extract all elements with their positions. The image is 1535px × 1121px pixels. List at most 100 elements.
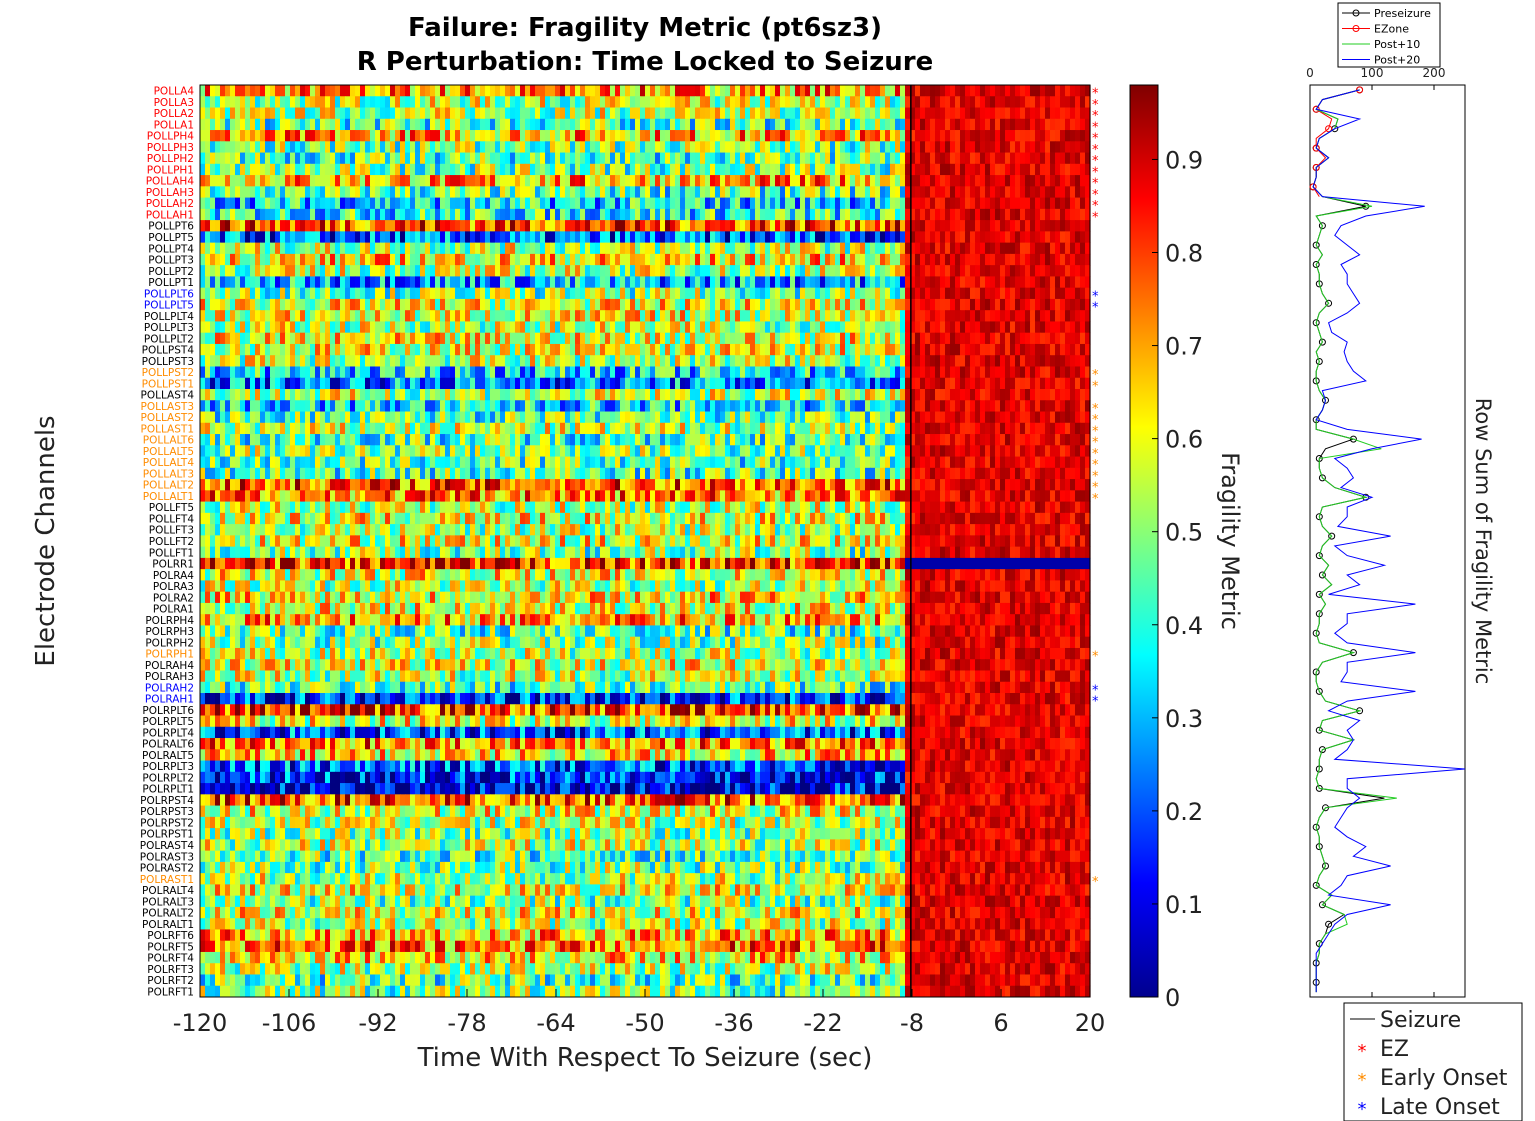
heatmap-cell bbox=[920, 197, 926, 210]
heatmap-cell bbox=[840, 265, 846, 277]
heatmap-cell bbox=[550, 85, 556, 97]
heatmap-cell bbox=[465, 186, 471, 198]
heatmap-cell bbox=[950, 298, 956, 311]
heatmap-cell bbox=[600, 310, 606, 322]
heatmap-cell bbox=[770, 377, 776, 390]
heatmap-cell bbox=[300, 130, 306, 142]
heatmap-cell bbox=[745, 231, 751, 244]
heatmap-cell bbox=[485, 220, 491, 232]
heatmap-cell bbox=[505, 152, 511, 165]
heatmap-cell bbox=[530, 96, 536, 108]
heatmap-cell bbox=[725, 141, 731, 153]
heatmap-cell bbox=[965, 253, 971, 266]
heatmap-cell bbox=[335, 377, 341, 390]
heatmap-cell bbox=[920, 332, 926, 345]
heatmap-cell bbox=[235, 321, 241, 334]
heatmap-cell bbox=[670, 343, 676, 356]
heatmap-cell bbox=[425, 355, 431, 367]
heatmap-cell bbox=[820, 130, 826, 142]
heatmap-cell bbox=[1055, 186, 1061, 198]
heatmap-cell bbox=[690, 332, 696, 345]
heatmap-cell bbox=[795, 287, 801, 300]
heatmap-cell bbox=[705, 152, 711, 165]
heatmap-cell bbox=[600, 276, 606, 289]
heatmap-cell bbox=[710, 107, 716, 120]
heatmap-cell bbox=[275, 186, 281, 198]
heatmap-cell bbox=[970, 231, 976, 244]
heatmap-cell bbox=[655, 220, 661, 232]
heatmap-cell bbox=[355, 310, 361, 322]
heatmap-cell bbox=[820, 152, 826, 165]
heatmap-cell bbox=[810, 96, 816, 108]
heatmap-cell bbox=[530, 332, 536, 345]
heatmap-cell bbox=[460, 163, 466, 176]
heatmap-cell bbox=[400, 163, 406, 176]
heatmap-cell bbox=[430, 321, 436, 334]
heatmap-cell bbox=[250, 197, 256, 210]
heatmap-cell bbox=[905, 310, 911, 322]
heatmap-cell bbox=[1015, 141, 1021, 153]
heatmap-cell bbox=[830, 163, 836, 176]
heatmap-cell bbox=[590, 220, 596, 232]
heatmap-cell bbox=[465, 265, 471, 277]
heatmap-cell bbox=[760, 310, 766, 322]
heatmap-cell bbox=[300, 310, 306, 322]
heatmap-cell bbox=[260, 366, 266, 379]
heatmap-cell bbox=[230, 355, 236, 367]
heatmap-cell bbox=[1080, 197, 1086, 210]
heatmap-cell bbox=[645, 253, 651, 266]
heatmap-cell bbox=[555, 321, 561, 334]
heatmap-cell bbox=[780, 377, 786, 390]
heatmap-cell bbox=[855, 276, 861, 289]
heatmap-cell bbox=[715, 298, 721, 311]
heatmap-cell bbox=[545, 276, 551, 289]
heatmap-cell bbox=[775, 321, 781, 334]
heatmap-cell bbox=[885, 366, 891, 379]
heatmap-cell bbox=[735, 130, 741, 142]
heatmap-cell bbox=[660, 208, 666, 221]
heatmap-cell bbox=[520, 163, 526, 176]
heatmap-cell bbox=[320, 332, 326, 345]
heatmap-cell bbox=[1045, 130, 1051, 142]
heatmap-cell bbox=[1070, 130, 1076, 142]
heatmap-cell bbox=[450, 231, 456, 244]
heatmap-cell bbox=[240, 310, 246, 322]
heatmap-cell bbox=[415, 85, 421, 97]
heatmap-cell bbox=[585, 175, 591, 187]
heatmap-cell bbox=[890, 118, 896, 131]
heatmap-cell bbox=[900, 377, 906, 390]
heatmap-cell bbox=[800, 152, 806, 165]
heatmap-cell bbox=[565, 85, 571, 97]
heatmap-cell bbox=[915, 107, 921, 120]
heatmap-cell bbox=[340, 85, 346, 97]
heatmap-cell bbox=[1000, 197, 1006, 210]
heatmap-cell bbox=[740, 343, 746, 356]
heatmap-cell bbox=[260, 208, 266, 221]
heatmap-cell bbox=[1015, 186, 1021, 198]
heatmap-cell bbox=[610, 220, 616, 232]
heatmap-cell bbox=[480, 298, 486, 311]
heatmap-cell bbox=[860, 231, 866, 244]
heatmap-cell bbox=[265, 355, 271, 367]
heatmap-cell bbox=[355, 186, 361, 198]
heatmap-cell bbox=[445, 85, 451, 97]
heatmap-cell bbox=[1060, 107, 1066, 120]
heatmap-cell bbox=[840, 220, 846, 232]
heatmap-cell bbox=[860, 107, 866, 120]
heatmap-cell bbox=[570, 141, 576, 153]
heatmap-cell bbox=[1080, 366, 1086, 379]
heatmap-cell bbox=[840, 321, 846, 334]
heatmap-cell bbox=[255, 231, 261, 244]
heatmap-cell bbox=[810, 366, 816, 379]
heatmap-cell bbox=[1025, 186, 1031, 198]
heatmap-cell bbox=[840, 366, 846, 379]
heatmap-cell bbox=[535, 287, 541, 300]
heatmap-cell bbox=[930, 321, 936, 334]
heatmap-cell bbox=[490, 298, 496, 311]
heatmap-cell bbox=[490, 141, 496, 153]
heatmap-cell bbox=[810, 130, 816, 142]
heatmap-cell bbox=[765, 130, 771, 142]
heatmap-cell bbox=[1030, 152, 1036, 165]
heatmap-cell bbox=[285, 287, 291, 300]
heatmap-cell bbox=[920, 298, 926, 311]
